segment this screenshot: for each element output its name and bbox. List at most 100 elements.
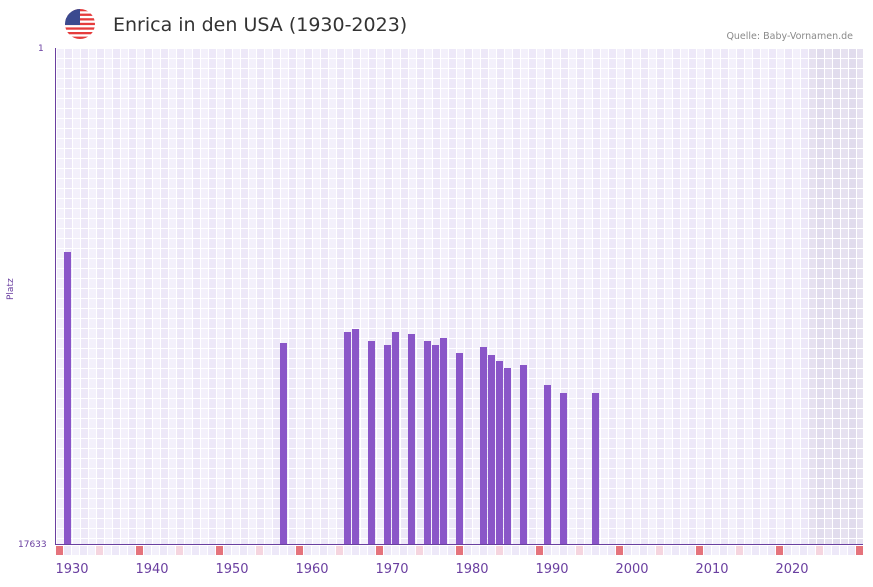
year-marker xyxy=(120,546,127,555)
x-tick-1950: 1950 xyxy=(215,562,249,577)
year-marker xyxy=(560,546,567,555)
bar-1973 xyxy=(408,334,415,545)
year-marker xyxy=(720,546,727,555)
year-marker xyxy=(168,546,175,555)
x-tick-1990: 1990 xyxy=(535,562,569,577)
year-marker xyxy=(696,546,703,555)
bar-1977 xyxy=(440,338,447,545)
year-marker xyxy=(768,546,775,555)
year-marker xyxy=(632,546,639,555)
year-marker xyxy=(672,546,679,555)
year-marker xyxy=(448,546,455,555)
x-tick-2020: 2020 xyxy=(775,562,809,577)
year-marker xyxy=(584,546,591,555)
x-tick-2000: 2000 xyxy=(615,562,649,577)
year-marker xyxy=(704,546,711,555)
bar-1965 xyxy=(344,332,351,545)
year-marker xyxy=(368,546,375,555)
year-marker xyxy=(240,546,247,555)
year-marker xyxy=(792,546,799,555)
year-marker xyxy=(272,546,279,555)
year-marker xyxy=(176,546,183,555)
y-axis-line xyxy=(55,48,56,545)
year-marker xyxy=(472,546,479,555)
year-marker xyxy=(832,546,839,555)
year-marker xyxy=(616,546,623,555)
year-marker xyxy=(424,546,431,555)
year-marker xyxy=(480,546,487,555)
year-marker xyxy=(72,546,79,555)
year-marker xyxy=(232,546,239,555)
year-marker xyxy=(264,546,271,555)
year-marker xyxy=(344,546,351,555)
year-marker xyxy=(520,546,527,555)
bar-1971 xyxy=(392,332,399,545)
year-marker xyxy=(488,546,495,555)
bar-1930 xyxy=(64,252,71,545)
year-marker xyxy=(112,546,119,555)
year-marker xyxy=(824,546,831,555)
bar-1968 xyxy=(368,341,375,545)
year-marker xyxy=(328,546,335,555)
year-marker xyxy=(608,546,615,555)
year-marker xyxy=(104,546,111,555)
year-marker xyxy=(808,546,815,555)
year-marker xyxy=(840,546,847,555)
year-marker xyxy=(856,546,863,555)
year-marker xyxy=(728,546,735,555)
bar-1990 xyxy=(544,385,551,545)
year-marker xyxy=(360,546,367,555)
year-marker xyxy=(504,546,511,555)
year-marker xyxy=(848,546,855,555)
year-marker xyxy=(592,546,599,555)
bar-1992 xyxy=(560,393,567,545)
year-marker xyxy=(304,546,311,555)
year-marker xyxy=(544,546,551,555)
year-marker xyxy=(536,546,543,555)
x-tick-1930: 1930 xyxy=(55,562,89,577)
bar-1970 xyxy=(384,345,391,545)
y-axis-title: Platz xyxy=(6,278,16,300)
year-marker xyxy=(336,546,343,555)
year-marker xyxy=(256,546,263,555)
bar-1957 xyxy=(280,343,287,545)
x-tick-2010: 2010 xyxy=(695,562,729,577)
plot-grid xyxy=(57,49,863,545)
year-marker xyxy=(736,546,743,555)
bar-1976 xyxy=(432,345,439,545)
x-axis-line xyxy=(55,544,863,545)
x-tick-1940: 1940 xyxy=(135,562,169,577)
year-marker xyxy=(760,546,767,555)
year-marker xyxy=(816,546,823,555)
bar-1975 xyxy=(424,341,431,545)
year-marker xyxy=(416,546,423,555)
year-marker xyxy=(160,546,167,555)
chart-title: Enrica in den USA (1930-2023) xyxy=(113,14,408,36)
year-marker xyxy=(464,546,471,555)
year-marker xyxy=(568,546,575,555)
year-marker xyxy=(456,546,463,555)
year-marker xyxy=(80,546,87,555)
year-marker xyxy=(280,546,287,555)
year-marker xyxy=(648,546,655,555)
year-marker xyxy=(432,546,439,555)
year-marker xyxy=(640,546,647,555)
year-marker xyxy=(136,546,143,555)
year-marker xyxy=(128,546,135,555)
year-marker xyxy=(88,546,95,555)
year-marker xyxy=(184,546,191,555)
bar-1982 xyxy=(480,347,487,545)
year-marker xyxy=(192,546,199,555)
year-marker xyxy=(144,546,151,555)
bar-1966 xyxy=(352,329,359,545)
year-marker xyxy=(200,546,207,555)
bar-1979 xyxy=(456,353,463,545)
year-marker xyxy=(784,546,791,555)
year-marker xyxy=(400,546,407,555)
y-tick-top: 1 xyxy=(38,44,44,54)
year-marker xyxy=(776,546,783,555)
year-marker xyxy=(288,546,295,555)
year-marker xyxy=(440,546,447,555)
year-marker xyxy=(376,546,383,555)
year-marker xyxy=(600,546,607,555)
